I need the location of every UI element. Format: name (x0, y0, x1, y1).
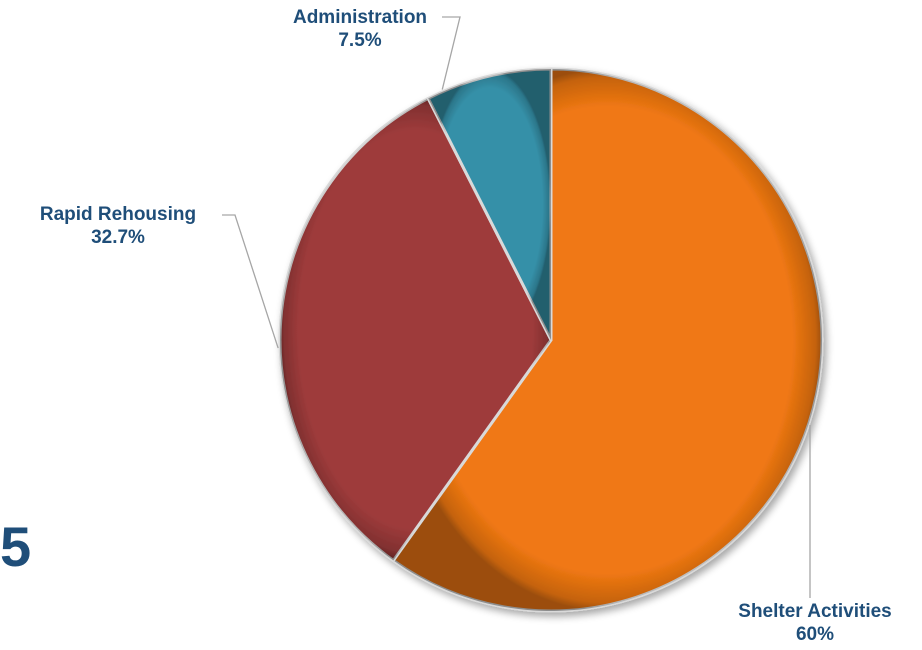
cropped-heading-fragment: 5 (0, 515, 32, 578)
pie-slices (278, 67, 824, 613)
slice-name-shelter-activities: Shelter Activities (738, 601, 892, 622)
leader-line-administration (441, 16, 461, 90)
slice-name-administration: Administration (292, 7, 428, 28)
pie-slice-bevel-administration (428, 69, 551, 340)
leader-lines (222, 16, 811, 598)
slice-label-rapid-rehousing: Rapid Rehousing 32.7% (8, 203, 228, 249)
slice-name-rapid-rehousing: Rapid Rehousing (39, 204, 197, 225)
slice-value-administration: 7.5% (338, 30, 382, 51)
pie-slice-bevel-rapid-rehousing (279, 98, 551, 561)
slice-value-shelter-activities: 60% (795, 624, 835, 645)
slice-label-administration: Administration 7.5% (260, 6, 460, 52)
leader-line-rapid-rehousing (222, 214, 279, 349)
pie-slice-bevel-shelter-activities (393, 69, 822, 611)
slice-label-shelter-activities: Shelter Activities 60% (712, 600, 918, 646)
slice-value-rapid-rehousing: 32.7% (91, 227, 145, 248)
